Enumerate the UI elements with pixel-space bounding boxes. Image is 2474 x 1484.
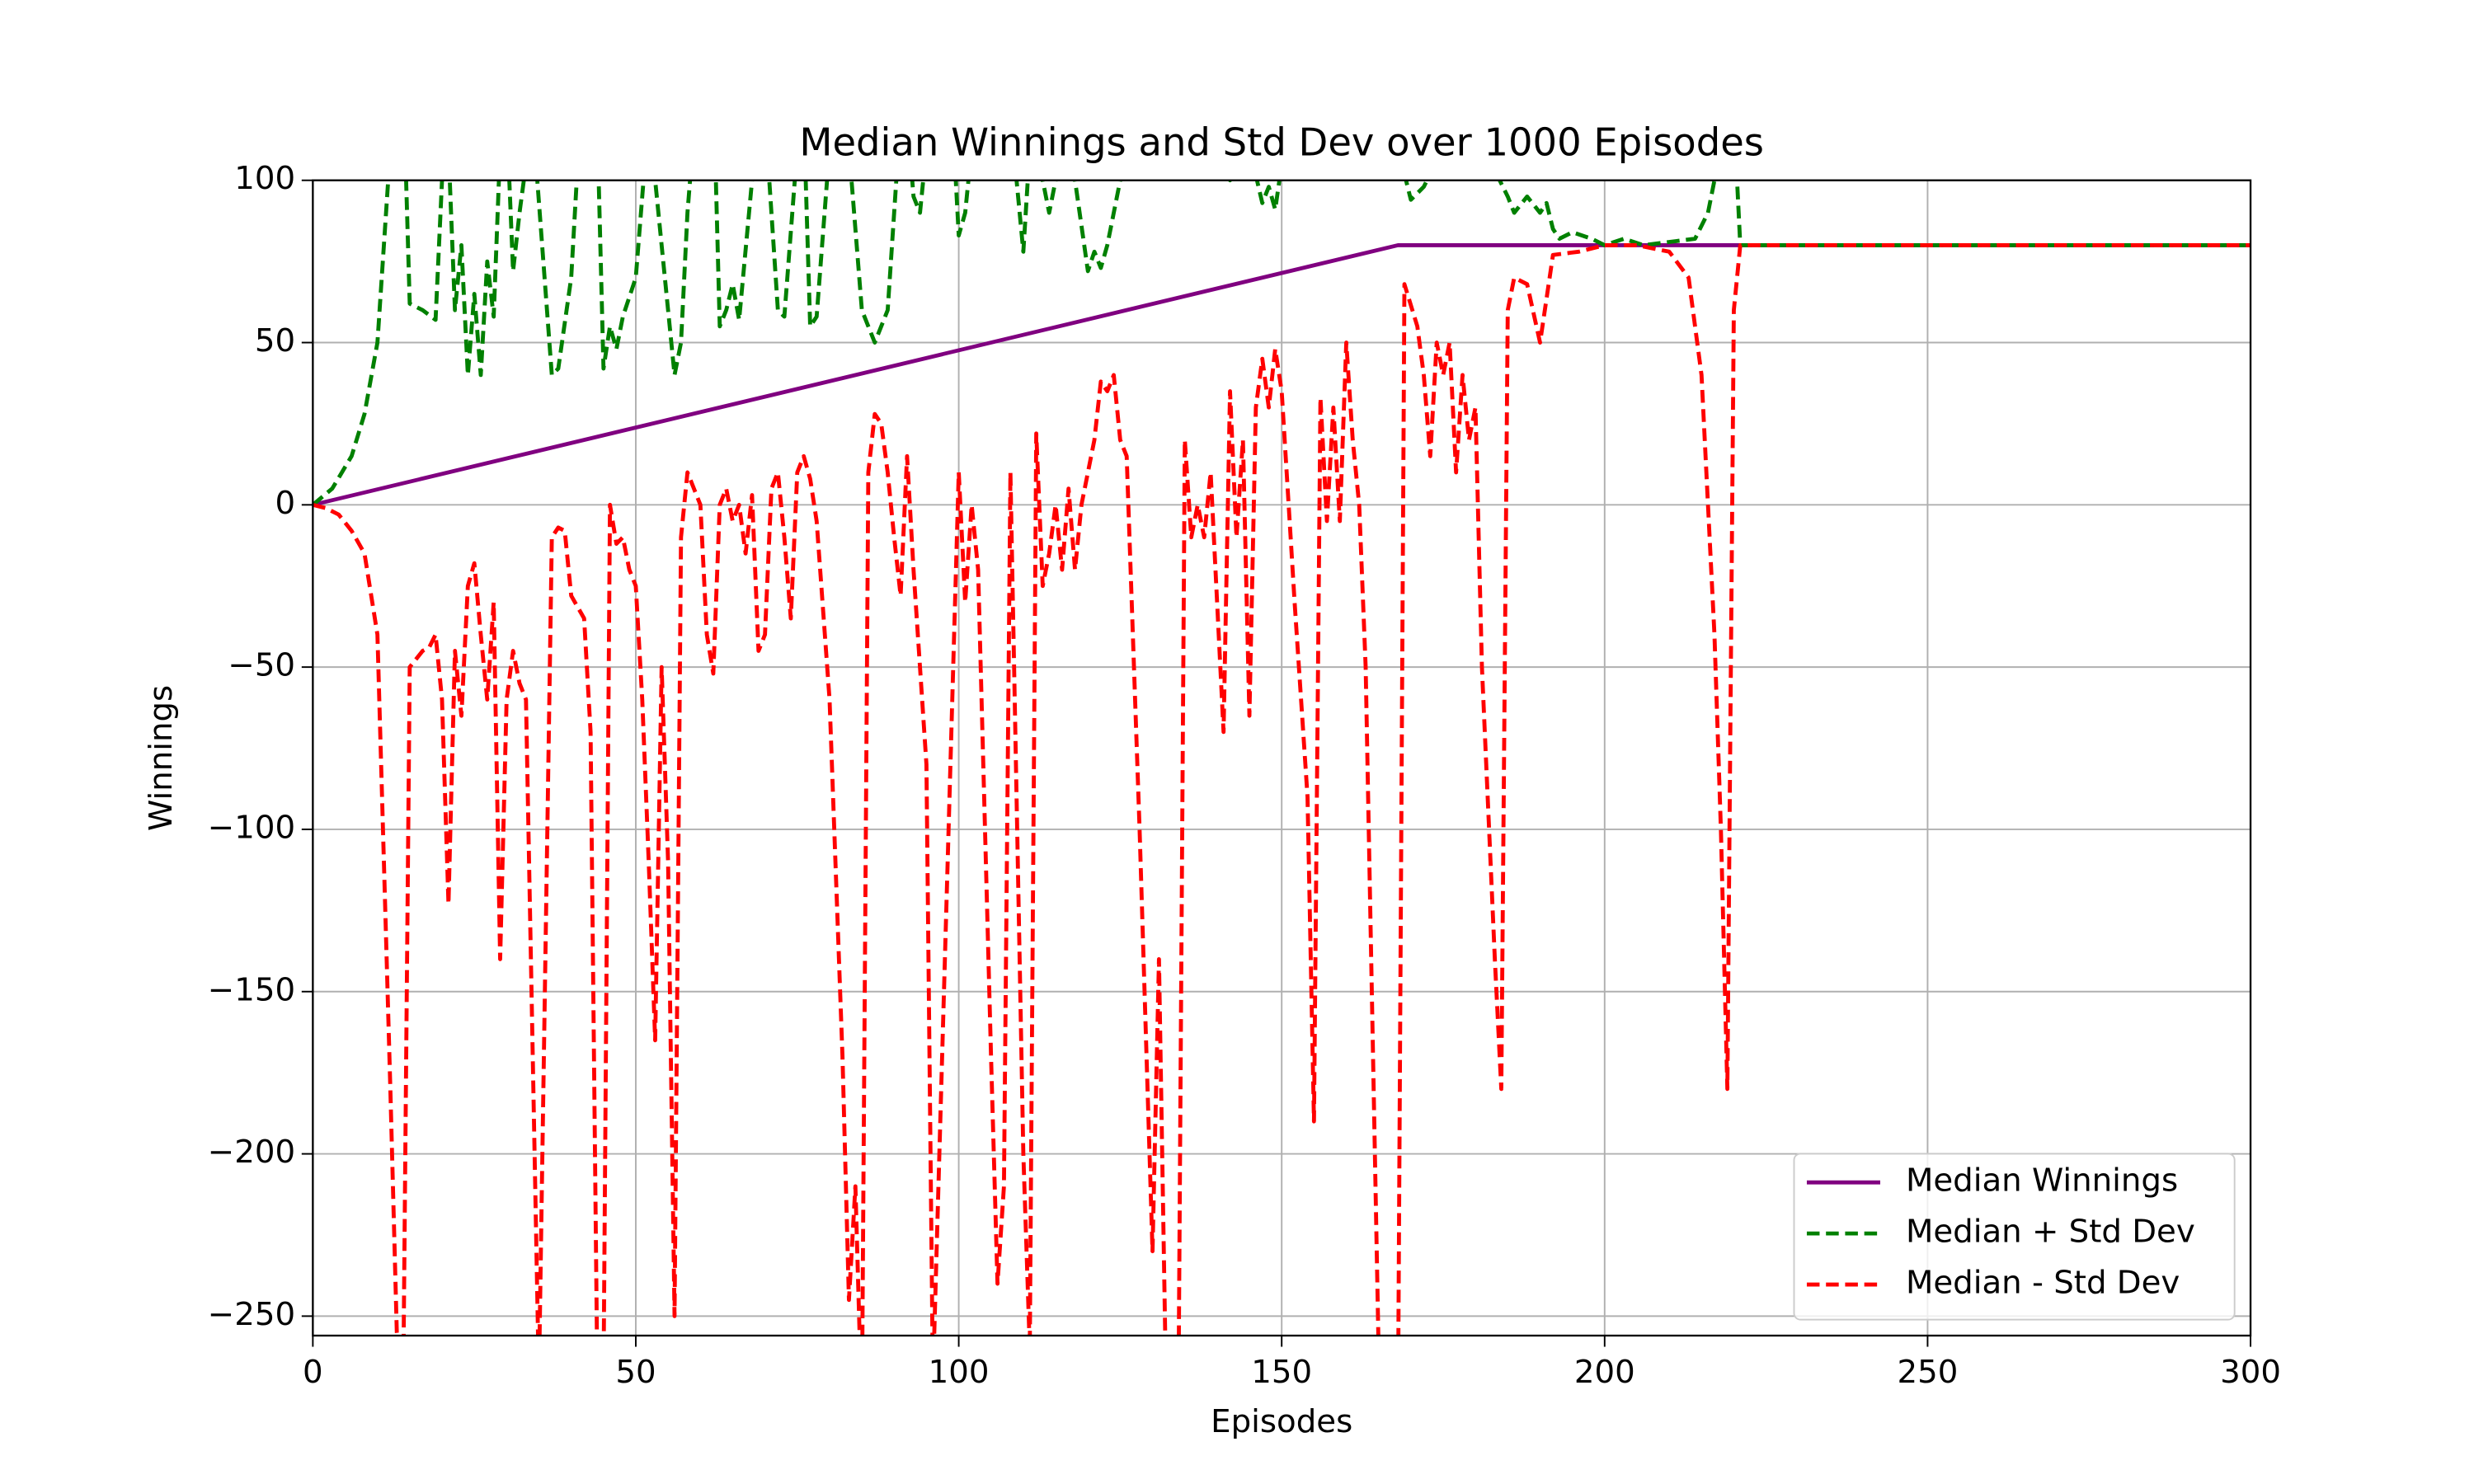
y-tick-label: −200 bbox=[208, 1134, 295, 1171]
legend-box bbox=[1793, 1153, 2236, 1321]
x-tick-label: 150 bbox=[1251, 1354, 1312, 1391]
legend: Median Winnings Median + Std Dev Median - … bbox=[1793, 1153, 2236, 1321]
x-tick-label: 100 bbox=[929, 1354, 990, 1391]
y-tick-label: −150 bbox=[208, 971, 295, 1008]
plot-area bbox=[313, 180, 2251, 1336]
x-tick-label: 50 bbox=[615, 1354, 656, 1391]
chart-title: Median Winnings and Std Dev over 1000 Ep… bbox=[799, 120, 1764, 165]
legend-label: Median Winnings bbox=[1906, 1162, 2178, 1200]
y-axis-label: Winnings bbox=[143, 685, 180, 831]
x-tick-label: 200 bbox=[1574, 1354, 1635, 1391]
x-tick-label: 0 bbox=[303, 1354, 323, 1391]
y-tick-label: 0 bbox=[275, 485, 295, 522]
y-tick-label: −250 bbox=[208, 1296, 295, 1333]
x-axis-label: Episodes bbox=[1211, 1403, 1352, 1440]
y-tick-label: 100 bbox=[234, 160, 295, 197]
legend-label: Median + Std Dev bbox=[1906, 1214, 2195, 1251]
x-tick-label: 300 bbox=[2220, 1354, 2281, 1391]
y-tick-label: −100 bbox=[208, 809, 295, 846]
x-tick-label: 250 bbox=[1897, 1354, 1958, 1391]
legend-label: Median - Std Dev bbox=[1906, 1265, 2180, 1302]
y-tick-label: 50 bbox=[255, 322, 295, 359]
y-tick-label: −50 bbox=[228, 647, 295, 684]
ticks: 0 50 100 150 200 250 300 −250 −200 −150 −100 −50 0 50… bbox=[208, 160, 2281, 1391]
series-line bbox=[313, 243, 2251, 1336]
